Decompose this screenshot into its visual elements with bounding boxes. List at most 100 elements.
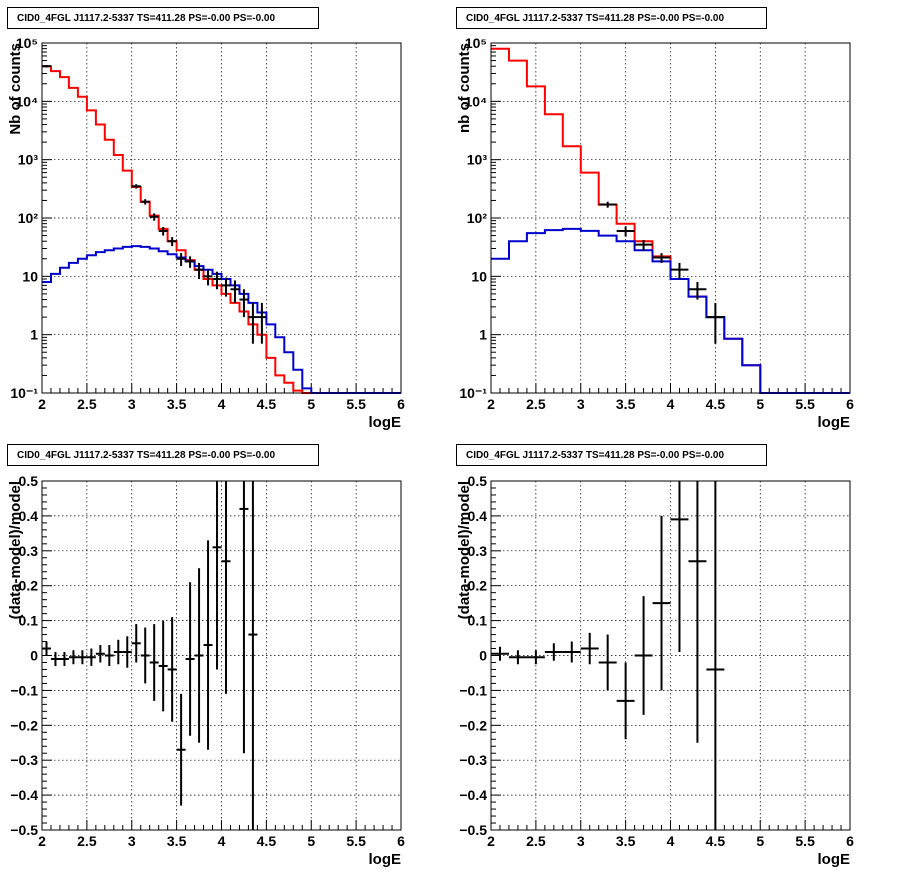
y-tick-label: 0.1 <box>19 613 39 629</box>
x-tick-label: 2.5 <box>526 833 546 849</box>
data-point <box>140 199 150 205</box>
data-point <box>248 481 258 830</box>
x-axis-title: logE <box>369 414 402 431</box>
data-point <box>167 617 177 722</box>
x-tick-label: 3 <box>577 833 585 849</box>
y-tick-label: 0.2 <box>19 578 39 594</box>
data-point <box>113 639 123 665</box>
x-tick-label: 4 <box>667 833 675 849</box>
data-point <box>688 481 707 743</box>
histogram-series-1 <box>42 245 401 394</box>
y-tick-label: −0.3 <box>459 752 487 768</box>
x-tick-label: 6 <box>397 833 405 849</box>
data-point <box>185 256 195 268</box>
x-tick-label: 3 <box>128 833 136 849</box>
data-point <box>95 645 105 663</box>
data-point <box>194 262 204 280</box>
chart-panel-3: 2 2.5 3 3.5 4 4.5 5 5.5 6 −0.5 −0.4 −0.3 −0.2 −0.1 0 0.… <box>456 473 854 868</box>
data-point <box>491 646 509 661</box>
y-tick-label: 0.1 <box>468 613 488 629</box>
x-tick-label: 2.5 <box>77 396 97 412</box>
plot-frame <box>490 480 851 831</box>
y-tick-label: 0.3 <box>19 543 39 559</box>
data-point <box>140 627 150 684</box>
x-tick-label: 5.5 <box>795 396 815 412</box>
data-point <box>248 302 258 344</box>
data-point <box>158 227 168 236</box>
x-tick-label: 3.5 <box>167 833 187 849</box>
y-tick-label: 10⁵ <box>16 35 38 51</box>
x-tick-label: 3.5 <box>167 396 187 412</box>
y-tick-label: 0 <box>30 648 38 664</box>
chart-panel-2: 2 2.5 3 3.5 4 4.5 5 5.5 6 −0.5 −0.4 −0.3 −0.2 −0.1 0 0.… <box>7 473 405 868</box>
x-tick-label: 2.5 <box>526 396 546 412</box>
data-point <box>185 582 195 736</box>
plot-frame <box>41 42 402 394</box>
x-tick-label: 5 <box>756 396 764 412</box>
data-point <box>544 643 563 661</box>
data-point <box>167 237 177 247</box>
y-tick-label: 0.2 <box>468 578 488 594</box>
data-point <box>670 262 689 280</box>
data-point <box>706 481 725 830</box>
y-tick-label: −0.5 <box>459 822 487 838</box>
data-point <box>212 481 222 670</box>
y-tick-label: 0.5 <box>468 473 488 489</box>
y-axis-title: Nb of counts <box>7 43 24 135</box>
y-axis-title: nb of counts <box>456 43 473 133</box>
x-tick-label: 4.5 <box>706 396 726 412</box>
y-tick-label: 0.3 <box>468 543 488 559</box>
data-point <box>221 277 231 297</box>
y-tick-label: −0.1 <box>459 682 487 698</box>
y-tick-label: 10⁴ <box>16 93 39 109</box>
x-tick-label: 2 <box>487 396 495 412</box>
data-point <box>203 540 213 750</box>
panel-title-bottom-right: CID0_4FGL J1117.2-5337 TS=411.28 PS=-0.0… <box>456 444 767 466</box>
y-tick-label: 10⁻¹ <box>10 385 38 401</box>
data-point <box>149 213 159 221</box>
data-point <box>526 650 545 665</box>
data-point <box>598 634 617 691</box>
data-point <box>59 652 69 666</box>
x-tick-label: 2 <box>38 833 46 849</box>
panel-title-top-right: CID0_4FGL J1117.2-5337 TS=411.28 PS=-0.0… <box>456 7 767 29</box>
data-point <box>257 302 267 344</box>
data-point <box>230 280 240 303</box>
x-tick-label: 5 <box>307 396 315 412</box>
y-tick-label: 10³ <box>467 152 488 168</box>
chart-panel-0: 2 2.5 3 3.5 4 4.5 5 5.5 6 10⁻¹ 1 10 10² 10³ 10⁴ 10⁵ logE… <box>7 35 405 431</box>
plot-area <box>491 481 850 830</box>
y-tick-label: 10⁻¹ <box>459 385 487 401</box>
y-tick-label: 10³ <box>18 152 39 168</box>
data-point <box>104 645 114 666</box>
data-point <box>221 481 231 694</box>
y-tick-label: 0.4 <box>19 508 39 524</box>
panel-title-top-left: CID0_4FGL J1117.2-5337 TS=411.28 PS=-0.0… <box>7 7 319 29</box>
data-point <box>212 271 222 290</box>
data-point <box>42 64 51 68</box>
data-point <box>616 226 635 237</box>
data-point <box>598 201 617 208</box>
data-point <box>706 302 725 344</box>
x-tick-label: 3.5 <box>616 833 636 849</box>
data-point <box>77 650 87 665</box>
panel-title-bottom-left: CID0_4FGL J1117.2-5337 TS=411.28 PS=-0.0… <box>7 444 319 466</box>
x-tick-label: 3 <box>577 396 585 412</box>
y-tick-label: 10 <box>471 268 487 284</box>
y-tick-label: 0 <box>479 648 487 664</box>
x-tick-label: 4.5 <box>257 396 277 412</box>
chart-panel-1: 2 2.5 3 3.5 4 4.5 5 5.5 6 10⁻¹ 1 10 10² 10³ 10⁴ 10⁵ logE… <box>456 35 854 431</box>
y-tick-label: 10⁵ <box>465 35 487 51</box>
data-point <box>634 596 653 715</box>
y-tick-label: 10 <box>22 268 38 284</box>
y-tick-label: −0.3 <box>10 752 38 768</box>
x-tick-label: 6 <box>846 833 854 849</box>
y-tick-label: 10² <box>467 210 488 226</box>
x-tick-label: 3.5 <box>616 396 636 412</box>
x-tick-label: 6 <box>846 396 854 412</box>
data-point <box>239 289 249 318</box>
x-tick-label: 2 <box>487 833 495 849</box>
data-point <box>131 624 141 663</box>
x-tick-label: 4 <box>218 833 226 849</box>
